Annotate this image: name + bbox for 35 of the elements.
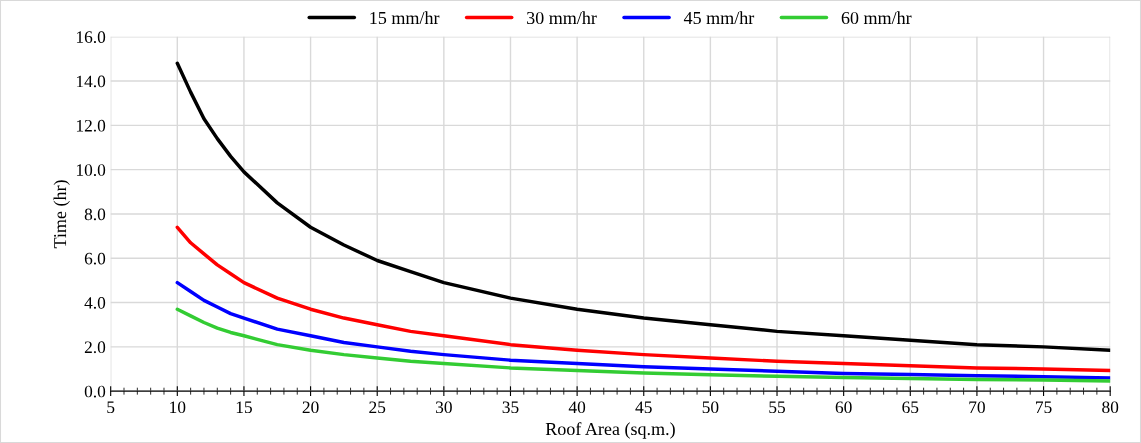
x-tick-label: 30: [436, 401, 452, 414]
y-tick-label: 4.0: [84, 297, 106, 309]
x-axis-title: Roof Area (sq.m.): [545, 422, 675, 439]
y-tick-label: 6.0: [84, 252, 106, 265]
y-tick-label: 10.0: [76, 164, 106, 176]
x-tick-label: 65: [902, 401, 919, 414]
line-series: [175, 61, 1111, 352]
y-tick-label: 16.0: [76, 31, 106, 44]
y-tick-label: 14.0: [76, 75, 106, 88]
x-tick-label: 75: [1036, 401, 1052, 414]
x-tick-label: 15: [236, 401, 252, 414]
x-tick-label: 20: [302, 401, 319, 414]
x-tick-label: 25: [369, 401, 386, 414]
x-tick-label: 5: [107, 401, 115, 414]
line-series: [175, 225, 1111, 373]
line-series: [175, 280, 1111, 380]
legend-label: 45 mm/hr: [683, 11, 755, 25]
y-tick-label: 12.0: [76, 119, 106, 132]
x-tick-label: 50: [702, 401, 719, 414]
x-tick-label: 70: [969, 401, 985, 414]
x-tick-label: 55: [769, 401, 786, 414]
y-tick-label: 0.0: [84, 385, 106, 398]
x-tick-label: 35: [502, 401, 519, 414]
x-tick-label: 45: [635, 401, 652, 414]
legend-label: 15 mm/hr: [370, 11, 440, 25]
line-series: [175, 307, 1111, 383]
x-tick-label: 10: [170, 401, 186, 414]
x-tick-label: 80: [1102, 401, 1119, 414]
y-tick-label: 2.0: [84, 341, 106, 354]
y-tick-label: 8.0: [84, 208, 106, 221]
legend-label: 30 mm/hr: [527, 11, 597, 25]
x-tick-label: 40: [568, 401, 586, 414]
y-axis-title: Time (hr): [53, 180, 70, 249]
legend-label: 60 mm/hr: [841, 11, 912, 25]
x-tick-label: 60: [835, 401, 852, 414]
